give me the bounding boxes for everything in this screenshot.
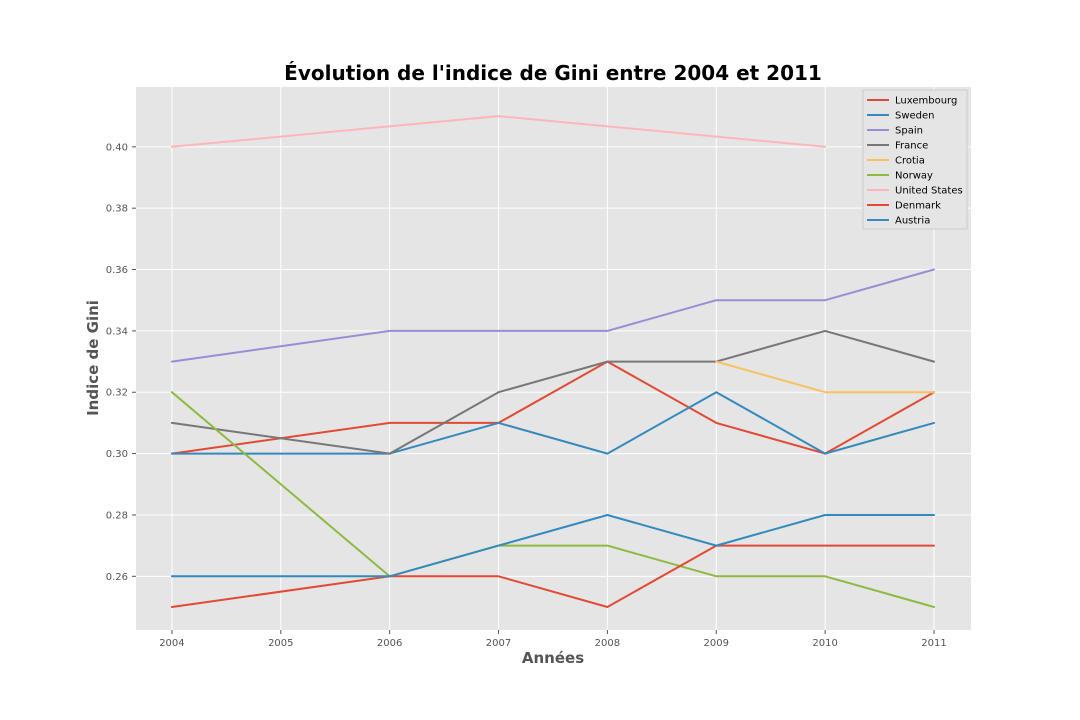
- legend-label: Austria: [895, 216, 930, 227]
- y-tick-label: 0.36: [106, 265, 128, 276]
- legend-label: France: [895, 141, 928, 152]
- series-line-france: [170, 329, 935, 455]
- x-tick-label: 2007: [486, 638, 511, 649]
- x-tick-label: 2004: [159, 638, 184, 649]
- plot-area: [136, 87, 971, 630]
- y-tick-label: 0.40: [106, 142, 128, 153]
- legend-label: Norway: [895, 171, 933, 182]
- legend-label: Spain: [895, 126, 923, 137]
- legend-label: Denmark: [895, 201, 941, 212]
- legend: Luxembourg Sweden Spain France Crotia Norway U…: [862, 89, 968, 230]
- series-lines: [170, 115, 935, 608]
- x-tick-label: 2006: [377, 638, 402, 649]
- x-tick-label: 2011: [921, 638, 946, 649]
- y-tick-label: 0.38: [106, 204, 128, 215]
- legend-label: United States: [895, 186, 963, 197]
- y-tick-label: 0.34: [106, 326, 128, 337]
- series-line-crotia: [715, 360, 935, 394]
- x-axis-ticks: 2004 2005 2006 2007 2008 2009 2010 2011: [159, 630, 947, 649]
- x-tick-label: 2009: [704, 638, 729, 649]
- x-tick-label: 2008: [595, 638, 620, 649]
- chart-title: Évolution de l'indice de Gini entre 2004…: [284, 61, 822, 85]
- x-tick-label: 2005: [268, 638, 293, 649]
- x-axis-label: Années: [522, 649, 584, 667]
- legend-label: Crotia: [895, 156, 925, 167]
- series-line-austria: [170, 514, 935, 578]
- legend-label: Sweden: [895, 111, 935, 122]
- legend-label: Luxembourg: [895, 96, 957, 107]
- y-axis-label: Indice de Gini: [84, 300, 102, 416]
- y-tick-label: 0.30: [106, 449, 128, 460]
- y-tick-label: 0.26: [106, 572, 128, 583]
- y-tick-label: 0.28: [106, 510, 128, 521]
- y-tick-label: 0.32: [106, 388, 128, 399]
- y-axis-ticks: 0.26 0.28 0.30 0.32 0.34 0.36 0.38 0.40: [106, 142, 136, 583]
- x-tick-label: 2010: [812, 638, 837, 649]
- series-line-united-states: [170, 115, 827, 148]
- series-line-spain: [170, 268, 935, 363]
